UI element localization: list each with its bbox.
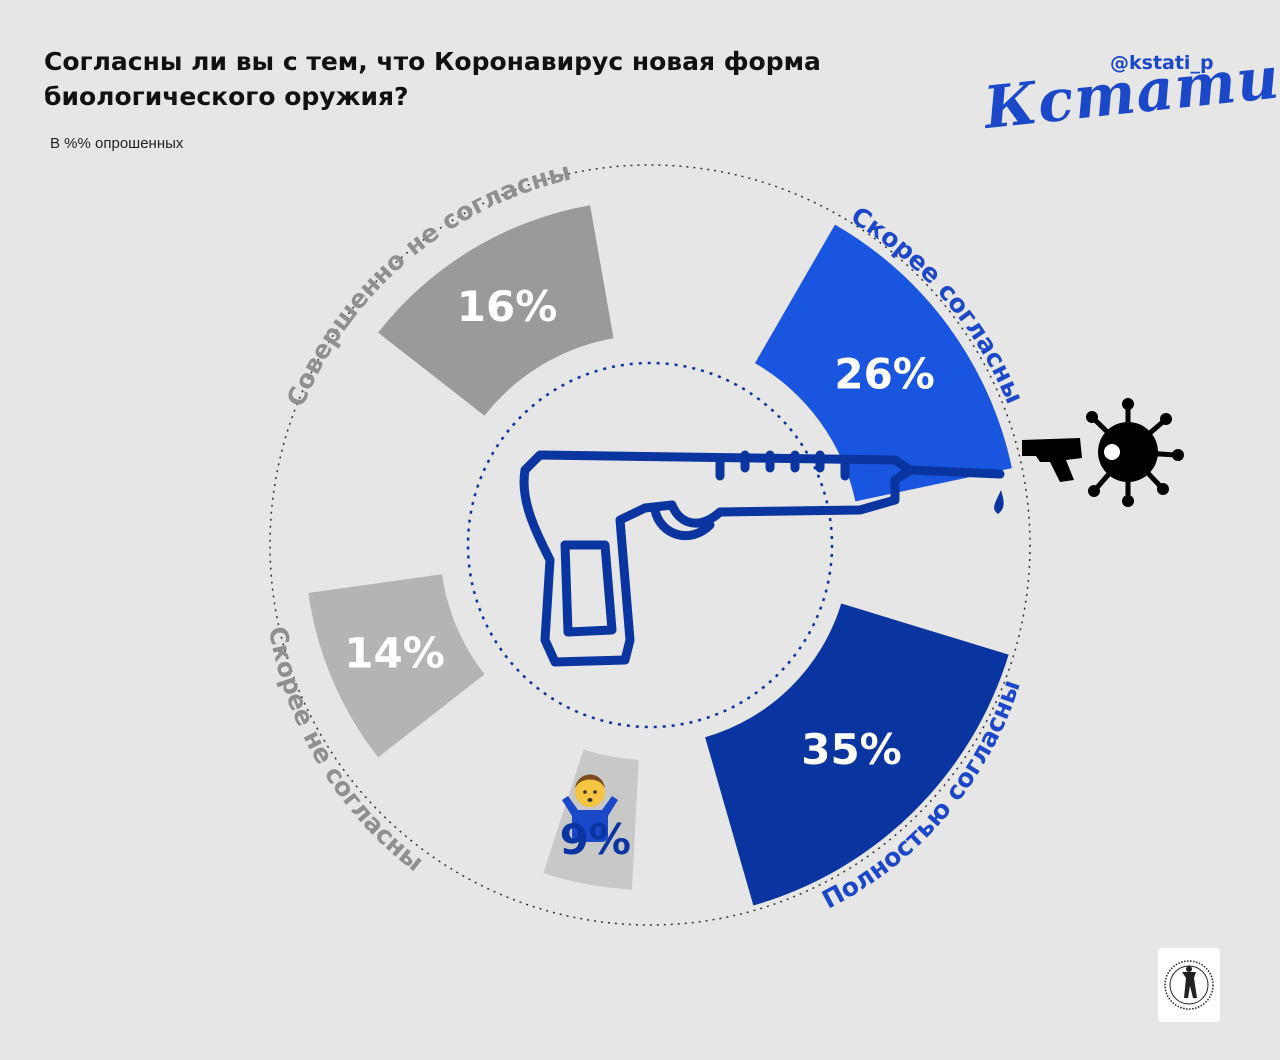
man-shrugging-icon bbox=[562, 774, 618, 842]
social-handle: @kstati_p bbox=[1110, 52, 1214, 74]
chart-subtitle: В %% опрошенных bbox=[50, 135, 184, 152]
slice-value-label: 16% bbox=[457, 282, 558, 331]
virus-pistol-icon bbox=[1022, 398, 1184, 507]
drop-icon bbox=[994, 490, 1004, 514]
outer-dotted-ring bbox=[269, 164, 1031, 926]
slice-agree-fully bbox=[705, 603, 1009, 906]
slice-agree-rather bbox=[755, 224, 1012, 502]
pistol-syringe-icon bbox=[519, 450, 1005, 667]
inner-dotted-ring bbox=[466, 361, 834, 729]
slice-value-label: 9% bbox=[560, 815, 631, 864]
slice-value-label: 26% bbox=[834, 350, 935, 399]
slice-value-label: 35% bbox=[801, 725, 902, 774]
slice-value-label: 14% bbox=[344, 628, 445, 677]
slice-disagree-fully bbox=[378, 205, 614, 416]
stamp-logo-icon bbox=[1158, 948, 1220, 1022]
slice-disagree-rather bbox=[308, 574, 485, 758]
chart-title: Согласны ли вы с тем, что Коронавирус но… bbox=[44, 47, 821, 111]
